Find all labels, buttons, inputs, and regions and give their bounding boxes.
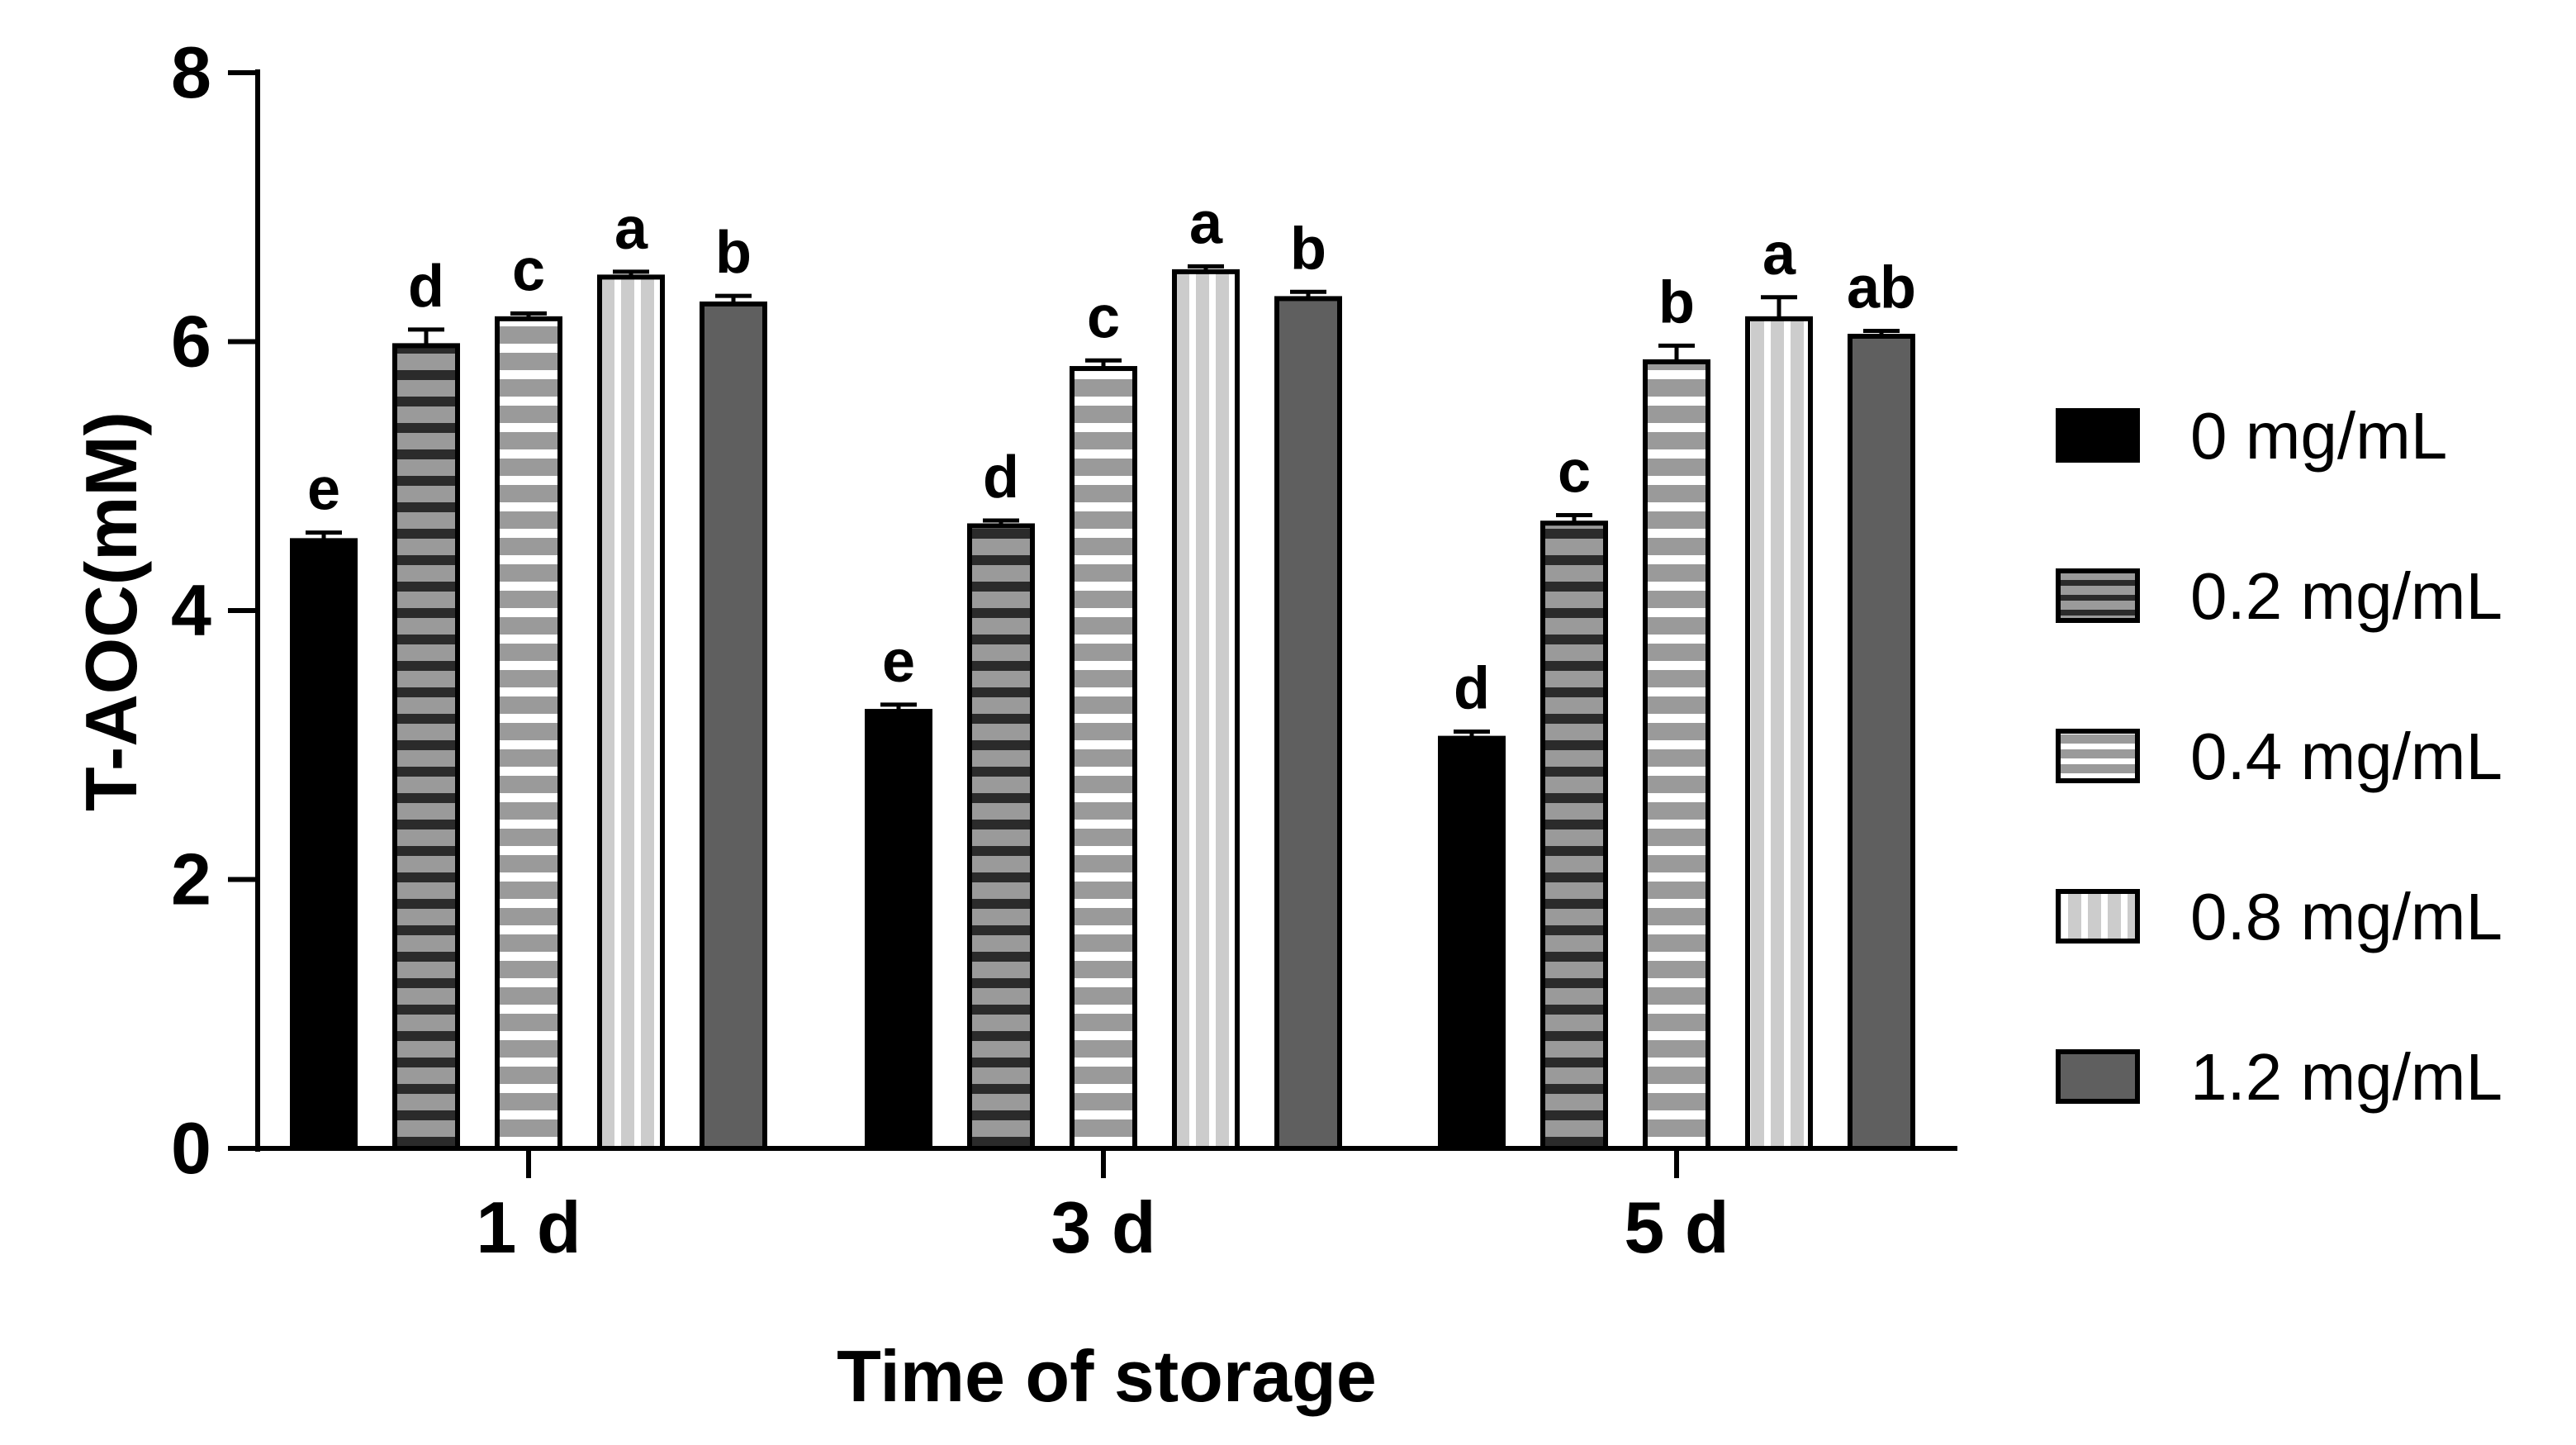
bar: [597, 274, 665, 1151]
legend-swatch: [2056, 729, 2140, 783]
category-label: 1 d: [476, 1186, 581, 1268]
bar: [700, 301, 767, 1151]
legend-label: 0.8 mg/mL: [2190, 880, 2502, 953]
legend: 0 mg/mL 0.2 mg/mL 0.4 mg/mL 0.8 mg/mL 1.2 mg…: [2056, 399, 2502, 1114]
legend-swatch: [2056, 568, 2140, 623]
significance-label: e: [307, 457, 340, 523]
category-label: 3 d: [1051, 1186, 1155, 1268]
bar: [1438, 735, 1506, 1151]
y-tick-label: 0: [171, 1107, 211, 1189]
significance-label: c: [1087, 284, 1120, 350]
legend-label: 0.2 mg/mL: [2190, 559, 2502, 633]
significance-label: d: [983, 444, 1019, 511]
legend-label: 1.2 mg/mL: [2190, 1040, 2502, 1114]
legend-swatch: [2056, 889, 2140, 944]
significance-label: a: [1189, 190, 1223, 256]
bars: [290, 264, 1915, 1152]
bar: [1274, 296, 1342, 1151]
bar: [1848, 333, 1915, 1151]
bar: [392, 343, 460, 1151]
significance-label: d: [1454, 655, 1490, 721]
bar: [290, 538, 358, 1151]
significance-label: a: [614, 196, 648, 262]
y-tick-label: 4: [171, 569, 211, 651]
category-label: 5 d: [1624, 1186, 1729, 1268]
significance-label: a: [1762, 221, 1796, 288]
bar: [1745, 316, 1813, 1151]
y-axis-title: T-AOC(mM): [70, 411, 152, 811]
legend-label: 0 mg/mL: [2190, 399, 2447, 473]
significance-label: b: [1290, 216, 1326, 282]
bar: [495, 316, 562, 1151]
y-tick-label: 8: [171, 31, 211, 113]
y-tick-label: 2: [171, 839, 211, 920]
significance-label: c: [512, 237, 545, 303]
significance-label: c: [1558, 439, 1591, 505]
legend-swatch: [2056, 1049, 2140, 1104]
axes: 0 2 4 6 8 T-AOC(mM) Time of storage 1 d 3 d 5 d: [70, 31, 1957, 1417]
bar: [967, 523, 1035, 1151]
significance-label: e: [882, 629, 915, 695]
significance-label: d: [408, 254, 444, 320]
bar: [865, 709, 932, 1151]
bar: [1070, 366, 1137, 1151]
bar: [1540, 520, 1608, 1151]
y-tick-label: 6: [171, 301, 211, 383]
bar: [1643, 359, 1710, 1152]
significance-label: b: [1658, 269, 1695, 335]
x-axis-title: Time of storage: [837, 1335, 1377, 1417]
significance-label: b: [715, 220, 752, 286]
legend-swatch: [2056, 408, 2140, 463]
bar: [1172, 269, 1240, 1151]
significance-label: ab: [1847, 254, 1916, 321]
legend-label: 0.4 mg/mL: [2190, 720, 2502, 793]
